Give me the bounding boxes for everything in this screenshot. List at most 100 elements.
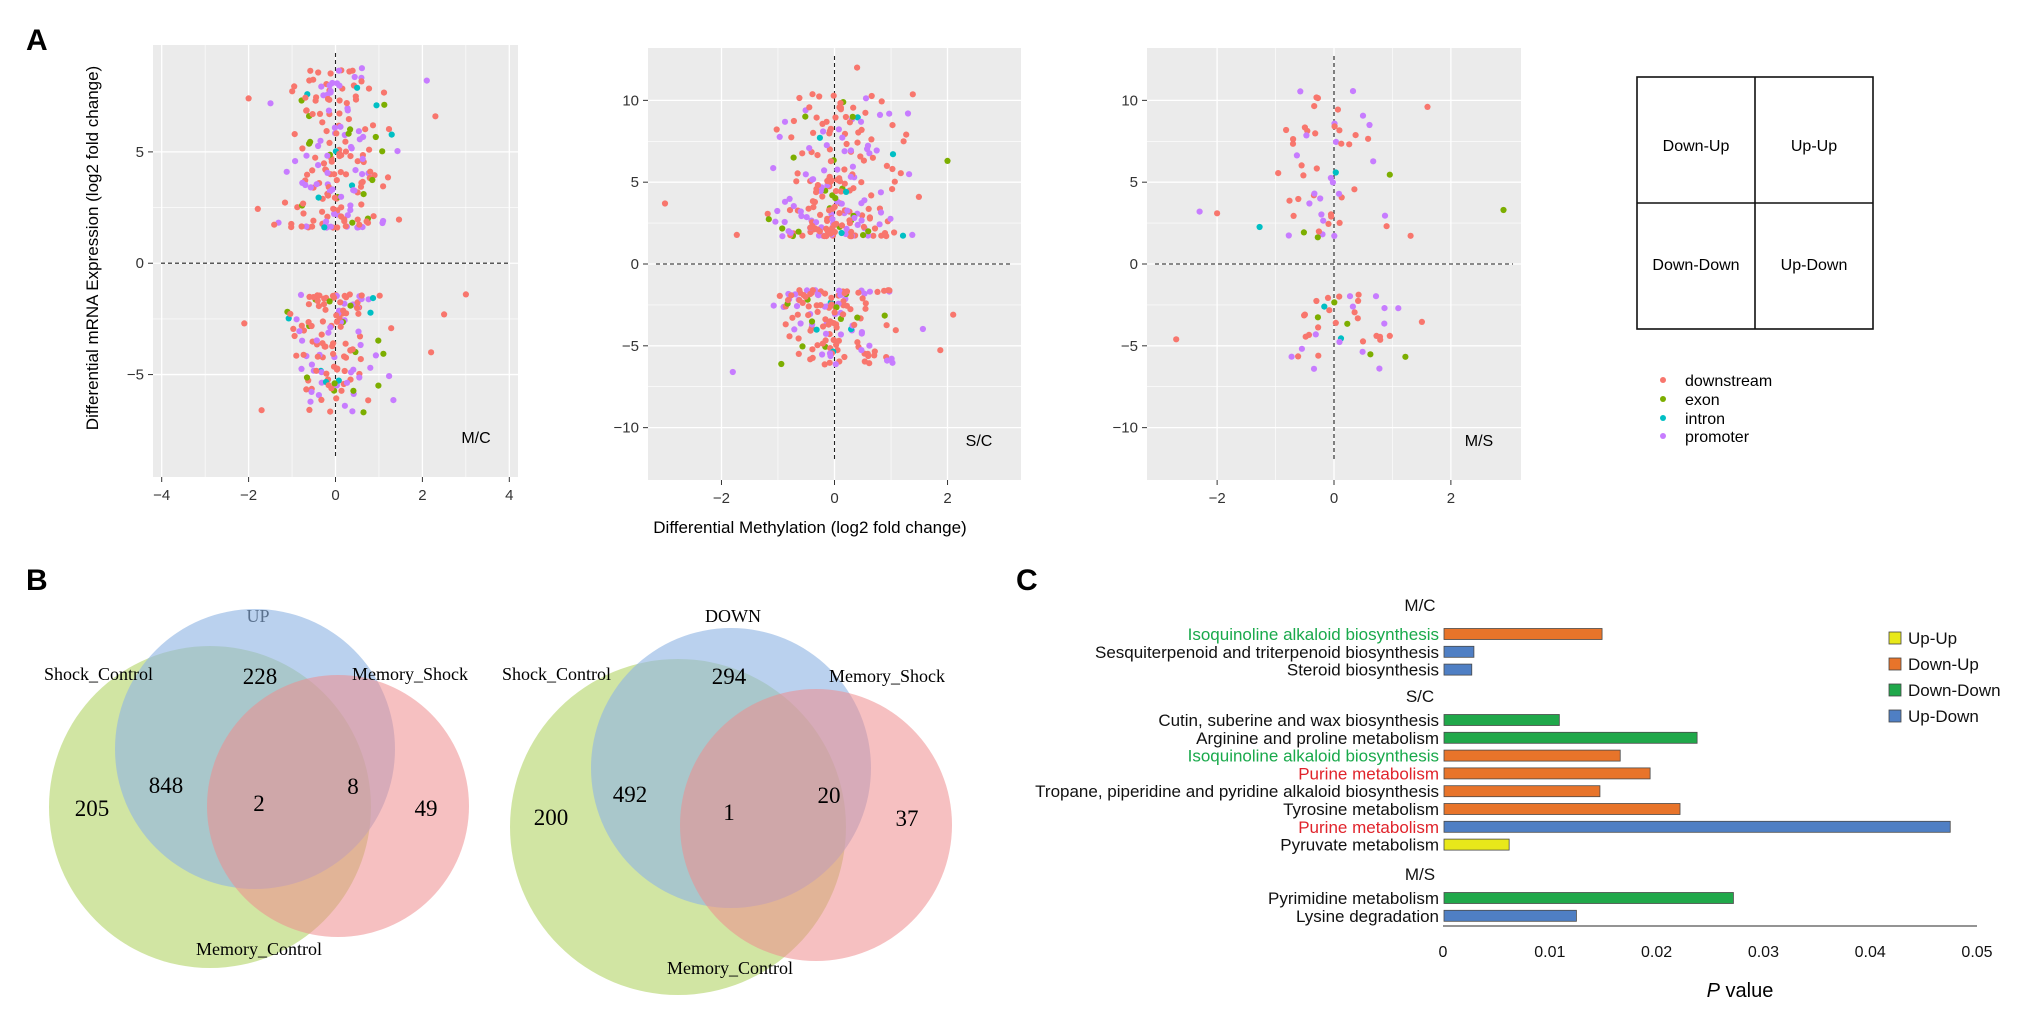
point-promoter (344, 212, 351, 219)
point-downstream (830, 336, 837, 344)
point-downstream (324, 213, 331, 220)
x-tick-label: 4 (505, 487, 513, 504)
point-downstream (799, 150, 806, 157)
point-promoter (315, 142, 322, 150)
point-downstream (799, 232, 806, 239)
point-downstream (814, 342, 821, 349)
point-intron (388, 131, 395, 138)
point-downstream (865, 352, 872, 360)
point-promoter (357, 341, 364, 349)
point-downstream (817, 211, 824, 218)
point-downstream (802, 293, 809, 300)
point-downstream (356, 221, 363, 228)
point-promoter (358, 65, 365, 72)
point-downstream (340, 307, 347, 314)
point-promoter (866, 342, 873, 349)
venn-up-set-shock-control: Shock_Control (44, 664, 153, 684)
point-downstream (1173, 336, 1180, 343)
point-downstream (380, 89, 388, 96)
point-promoter (909, 231, 916, 238)
venn-up-count-top-memory: 8 (347, 774, 359, 799)
point-downstream (900, 138, 907, 145)
legend-dot-intron (1660, 415, 1666, 421)
point-promoter (802, 171, 809, 178)
point-promoter (797, 320, 804, 327)
point-downstream (810, 129, 817, 136)
bar-legend-swatch-down_down (1888, 683, 1902, 697)
point-exon (779, 225, 786, 232)
point-downstream (805, 205, 812, 212)
point-promoter (1320, 217, 1327, 224)
point-intron (854, 114, 861, 121)
quadrant-key: Down-Up Up-Up Down-Down Up-Down (1636, 76, 1874, 330)
point-downstream (1295, 195, 1302, 203)
point-exon (778, 360, 785, 368)
point-downstream (333, 177, 340, 184)
point-downstream (358, 78, 365, 85)
point-promoter (841, 148, 848, 155)
point-exon (379, 148, 386, 155)
point-downstream (336, 97, 343, 104)
point-downstream (1283, 126, 1290, 134)
point-downstream (1313, 165, 1320, 172)
point-downstream (312, 154, 319, 161)
point-promoter (876, 111, 884, 118)
point-promoter (854, 221, 861, 228)
point-downstream (810, 204, 817, 211)
point-downstream (323, 370, 330, 377)
point-promoter (318, 83, 325, 90)
panel-tag: S/C (966, 433, 993, 450)
point-promoter (356, 136, 363, 143)
point-downstream (1325, 220, 1332, 227)
point-downstream (293, 352, 300, 359)
point-promoter (324, 152, 331, 159)
point-promoter (297, 291, 305, 298)
point-promoter (847, 173, 854, 180)
point-downstream (298, 223, 305, 230)
point-downstream (319, 340, 326, 347)
point-promoter (1298, 345, 1305, 352)
point-downstream (794, 170, 801, 177)
point-downstream (352, 96, 360, 103)
bar-x-tick-label: 0 (1439, 944, 1448, 961)
point-downstream (241, 320, 248, 327)
bar-group-s-c: S/C Cutin, suberine and wax biosynthesisA… (1035, 687, 1951, 855)
point-promoter (803, 214, 810, 221)
bar-x-tick-label: 0.01 (1534, 944, 1565, 961)
bar-legend-swatch-up_down (1888, 709, 1902, 723)
point-exon (303, 374, 311, 381)
legend-label-intron: intron (1685, 411, 1725, 428)
point-downstream (331, 194, 338, 201)
point-promoter (386, 373, 393, 380)
point-promoter (303, 223, 310, 230)
point-downstream (384, 174, 392, 181)
point-exon (372, 133, 379, 141)
point-downstream (1290, 212, 1297, 219)
point-exon (790, 154, 797, 161)
point-downstream (807, 327, 814, 334)
point-promoter (877, 209, 885, 216)
point-downstream (1311, 103, 1318, 110)
point-downstream (380, 183, 387, 190)
point-downstream (833, 341, 840, 348)
point-downstream (1424, 103, 1431, 110)
point-exon (350, 387, 357, 394)
point-promoter (1376, 365, 1383, 372)
point-downstream (349, 67, 356, 74)
venn-up: UP Shock_Control Memory_Shock Memory_Con… (44, 606, 469, 968)
point-promoter (1297, 88, 1304, 95)
point-exon (1314, 234, 1321, 241)
point-exon (375, 382, 382, 389)
point-downstream (831, 228, 838, 236)
point-promoter (1317, 195, 1324, 202)
point-downstream (793, 178, 800, 185)
point-exon (1300, 229, 1307, 236)
point-promoter (829, 216, 836, 223)
point-downstream (330, 205, 337, 212)
bar-legend-label-down_up: Down-Up (1908, 655, 1979, 674)
point-downstream (333, 130, 340, 137)
y-tick-label: 5 (631, 174, 639, 191)
point-downstream (300, 351, 307, 358)
point-intron (1321, 303, 1328, 310)
point-downstream (314, 353, 321, 360)
